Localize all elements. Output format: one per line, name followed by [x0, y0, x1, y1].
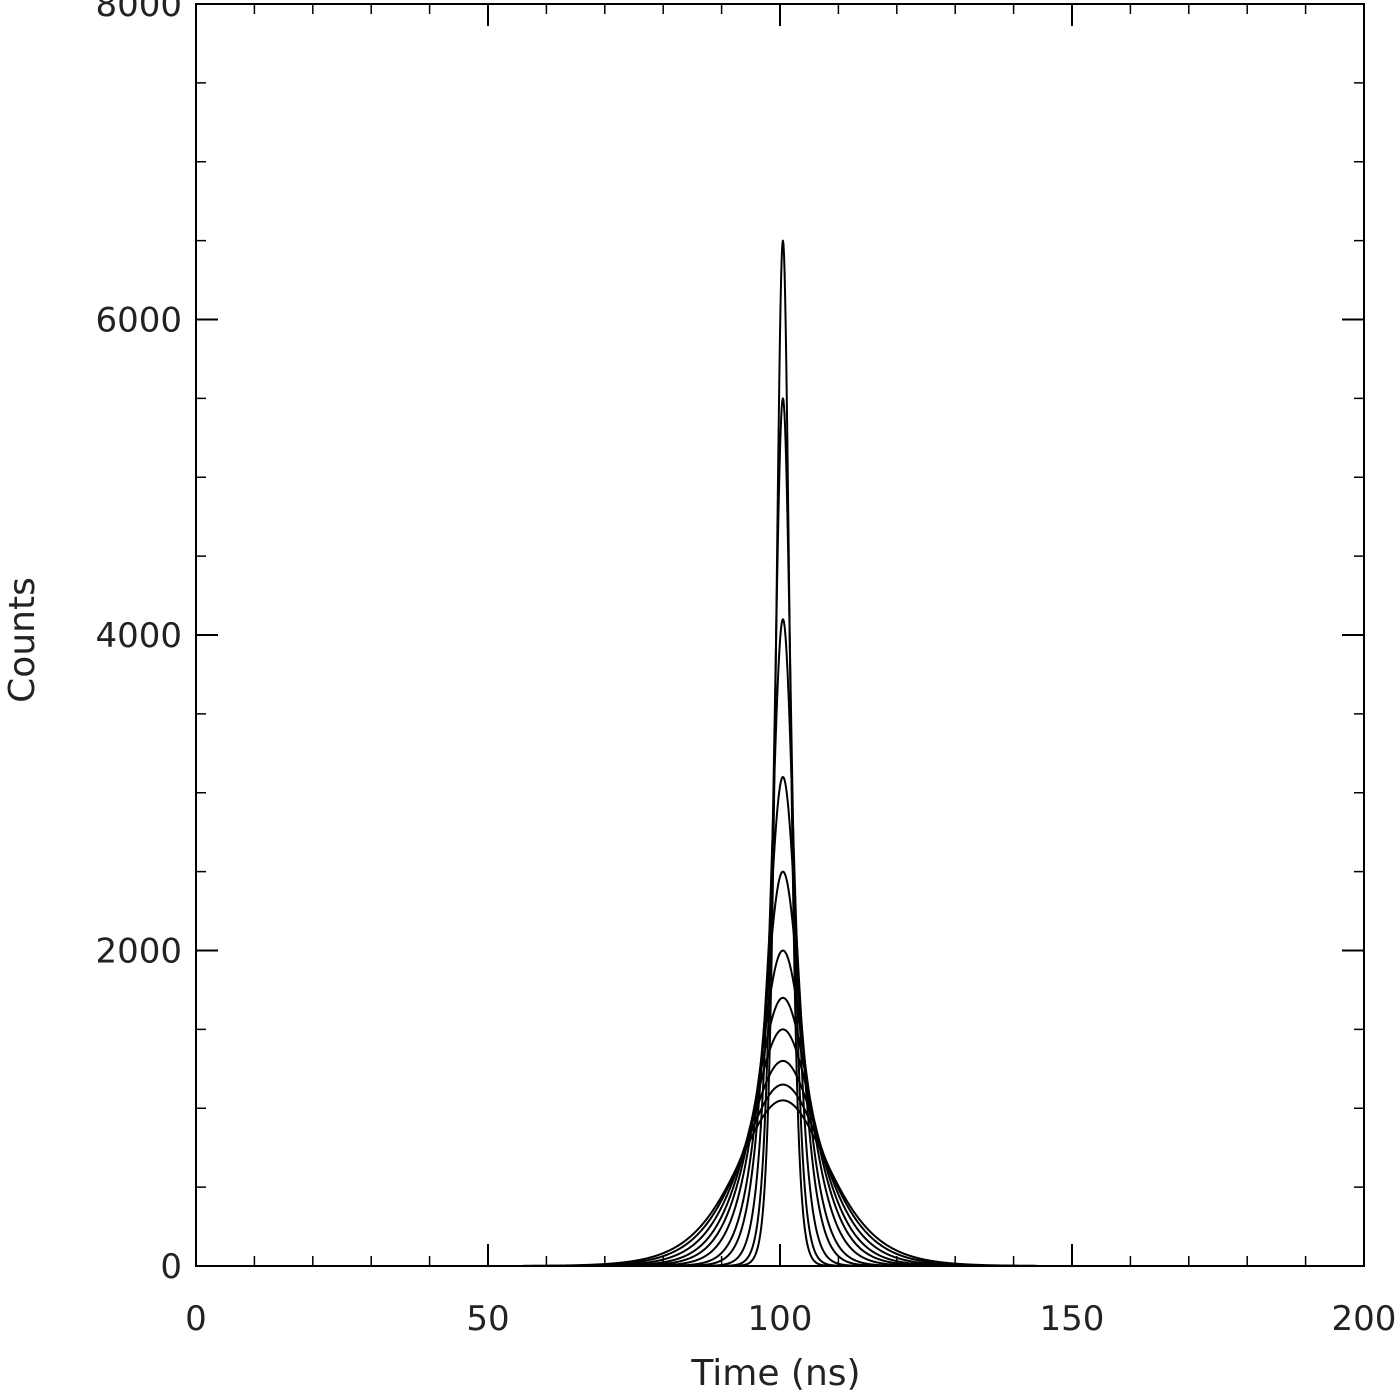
x-tick-labels: 0 50 100 150 200 — [185, 1299, 1396, 1339]
x-tick-label: 100 — [748, 1299, 813, 1339]
y-axis-title: Counts — [2, 577, 43, 703]
series-line-6 — [522, 949, 1038, 1267]
series-group — [522, 239, 1038, 1267]
y-tick-label: 0 — [160, 1247, 182, 1287]
major-ticks — [195, 3, 1365, 1267]
y-tick-labels: 0 2000 4000 6000 8000 — [95, 0, 182, 1287]
series-line-3 — [522, 618, 1038, 1267]
series-line-9 — [522, 1059, 1038, 1267]
series-line-2 — [522, 397, 1038, 1267]
x-tick-label: 0 — [185, 1299, 207, 1339]
y-tick-label: 6000 — [95, 301, 182, 341]
x-tick-label: 150 — [1040, 1299, 1105, 1339]
y-tick-label: 4000 — [95, 616, 182, 656]
x-tick-label: 50 — [466, 1299, 509, 1339]
series-line-4 — [522, 775, 1038, 1267]
y-tick-label: 2000 — [95, 932, 182, 972]
x-axis-title: Time (ns) — [690, 1353, 860, 1394]
series-line-1 — [522, 239, 1038, 1267]
series-line-7 — [522, 996, 1038, 1267]
y-tick-label: 8000 — [95, 0, 182, 25]
series-line-10 — [522, 1083, 1038, 1267]
series-line-5 — [522, 870, 1038, 1267]
series-line-11 — [522, 1099, 1038, 1267]
series-line-8 — [522, 1028, 1038, 1267]
x-tick-label: 200 — [1332, 1299, 1397, 1339]
